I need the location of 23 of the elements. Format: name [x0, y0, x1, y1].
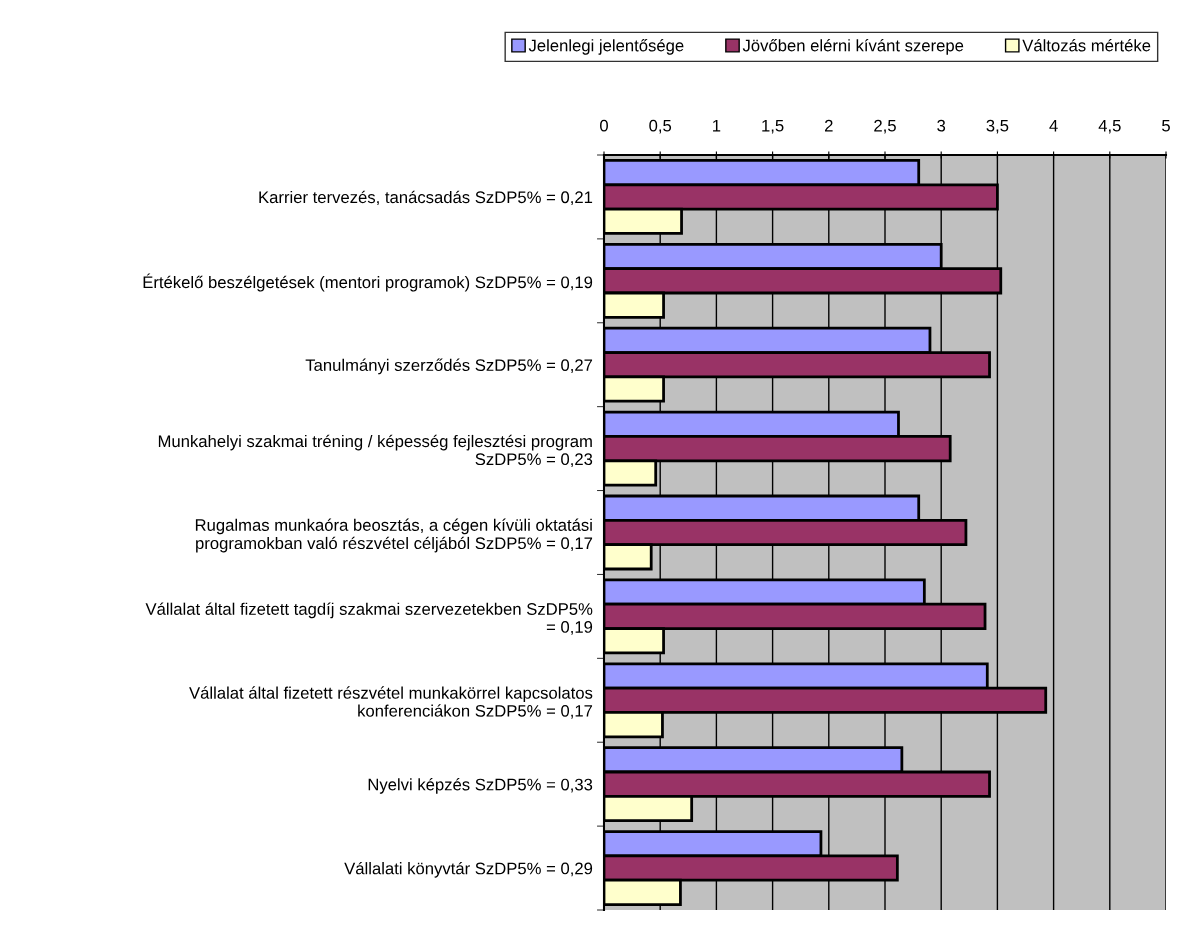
- legend-label: Jövőben elérni kívánt szerepe: [742, 39, 964, 55]
- x-tick-label: 3: [937, 119, 946, 132]
- y-tick-label: Rugalmas munkaóra beosztás, a cégen kívüli oktatási programokban való részvétel céljából SzDP5% = 0,17: [195, 518, 593, 553]
- x-tick-label: 4,5: [1098, 119, 1121, 134]
- x-tick-label: 4: [1049, 119, 1058, 132]
- x-tick-label: 5: [1162, 119, 1170, 132]
- y-tick-label: Munkahelyi szakmai tréning / képesség fejlesztési program SzDP5% = 0,23: [158, 434, 593, 468]
- y-tick-label: Tanulmányi szerződés SzDP5% = 0,27: [305, 358, 593, 375]
- x-tick-label: 1: [713, 119, 721, 132]
- legend-label: Változás mértéke: [1022, 39, 1151, 52]
- y-tick-label: Karrier tervezés, tanácsadás SzDP5% = 0,21: [259, 190, 593, 206]
- x-tick-label: 2,5: [874, 119, 896, 134]
- x-tick-label: 2: [825, 119, 833, 132]
- x-tick-label: 0: [600, 119, 608, 132]
- x-tick-label: 0,5: [649, 119, 672, 134]
- y-tick-label: Vállalati könyvtár SzDP5% = 0,29: [344, 861, 593, 878]
- y-tick-label: Nyelvi képzés SzDP5% = 0,33: [368, 778, 593, 794]
- y-tick-label: Vállalat által fizetett tagdíj szakmai szervezetekben SzDP5% = 0,19: [145, 602, 593, 635]
- y-tick-label: Értékelő beszélgetések (mentori programok) SzDP5% = 0,19: [143, 273, 593, 292]
- y-tick-label: Vállalat által fizetett részvétel munkakörrel kapcsolatos konferenciákon SzDP5% = 0,17: [189, 686, 593, 719]
- x-tick-label: 3,5: [986, 119, 1009, 134]
- legend-label: Jelenlegi jelentősége: [528, 39, 684, 55]
- x-tick-label: 1,5: [762, 119, 784, 134]
